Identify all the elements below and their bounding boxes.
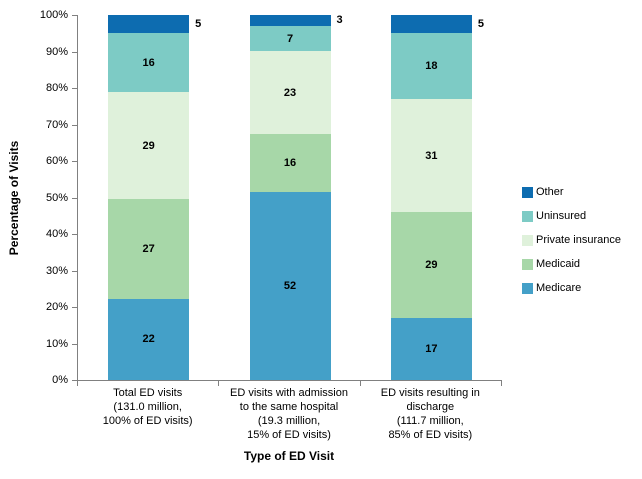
legend-label: Private insurance <box>536 234 621 246</box>
y-tick-label: 70% <box>45 118 68 131</box>
data-label-other: 5 <box>477 18 484 31</box>
legend-item-medicaid: Medicaid <box>522 252 621 276</box>
x-tick-mark <box>359 381 361 386</box>
data-label-uninsured: 16 <box>142 56 155 69</box>
x-category-label: ED visits resulting in discharge (111.7 … <box>360 386 501 442</box>
y-tick-mark <box>72 343 77 345</box>
legend-label: Medicaid <box>536 258 581 270</box>
y-tick-mark <box>72 197 77 199</box>
x-tick-mark <box>77 381 78 386</box>
legend-item-uninsured: Uninsured <box>522 204 621 228</box>
plot-area: 22 27 29 16 5 52 16 23 7 3 17 29 31 18 5 <box>77 14 502 381</box>
y-tick-label: 40% <box>45 228 68 240</box>
y-tick-mark <box>72 51 77 53</box>
legend-swatch-icon <box>522 234 533 246</box>
y-tick-label: 0% <box>52 374 68 386</box>
x-category-label-line: 15% of ED visits) <box>247 429 331 441</box>
data-label-medicaid: 29 <box>425 259 438 272</box>
data-label-medicaid: 16 <box>283 157 297 170</box>
y-tick-mark <box>72 124 77 126</box>
y-tick-mark <box>72 161 77 162</box>
legend-label: Other <box>536 186 564 198</box>
data-label-medicare: 17 <box>425 342 438 355</box>
y-tick-mark <box>72 15 77 16</box>
legend-swatch-icon <box>522 258 533 270</box>
x-category-label-line: 85% of ED visits) <box>388 429 473 441</box>
data-label-other: 5 <box>195 18 202 31</box>
y-axis-title: Percentage of Visits <box>7 140 21 256</box>
bar-segment-medicare: 22 <box>108 298 190 380</box>
bar-segment-uninsured: 16 <box>108 33 190 93</box>
bar-segment-medicare: 17 <box>390 317 472 380</box>
legend-swatch-icon <box>522 210 533 222</box>
legend-item-medicare: Medicare <box>522 276 621 300</box>
data-label-medicaid: 27 <box>142 243 155 256</box>
x-category-labels: Total ED visits (131.0 million, 100% of … <box>77 386 501 442</box>
bar-segment-medicaid: 27 <box>108 199 190 299</box>
bar-segment-private-insurance: 23 <box>249 51 331 135</box>
x-tick-mark <box>501 381 502 386</box>
bar-segment-uninsured: 7 <box>249 25 331 52</box>
bar-segment-private-insurance: 29 <box>108 92 190 200</box>
x-category-label: ED visits with admission to the same hos… <box>218 386 359 442</box>
y-tick-label: 100% <box>39 9 68 21</box>
legend-label: Medicare <box>536 282 582 294</box>
legend-label: Uninsured <box>536 210 587 222</box>
x-category-label-line: Total ED visits <box>113 387 183 399</box>
x-category-label-line: ED visits with admission <box>230 387 348 399</box>
legend-swatch-icon <box>522 186 533 198</box>
bar-segment-medicaid: 16 <box>249 134 331 193</box>
bar-segment-medicaid: 29 <box>390 212 472 318</box>
legend-swatch-icon <box>522 282 533 294</box>
x-category-label-line: to the same hospital <box>239 401 339 413</box>
legend: Other Uninsured Private insurance Medicaid M… <box>522 180 621 300</box>
y-tick-label: 50% <box>45 191 68 204</box>
data-label-other: 3 <box>336 14 343 27</box>
data-label-uninsured: 7 <box>286 32 294 45</box>
x-category-label-line: ED visits resulting in <box>380 387 480 399</box>
data-label-private-insurance: 23 <box>283 86 297 99</box>
y-tick-label: 20% <box>45 301 68 313</box>
y-tick-mark <box>72 88 77 89</box>
data-label-private-insurance: 31 <box>425 149 438 162</box>
y-tick-mark <box>72 380 77 381</box>
bar-segment-other: 5 <box>390 15 484 34</box>
x-category-label-line: (131.0 million, <box>113 401 182 413</box>
x-category-label-line: (19.3 million, <box>257 415 321 427</box>
stacked-bar-3: 17 29 31 18 5 <box>390 15 484 380</box>
stacked-bar-1: 22 27 29 16 5 <box>108 15 201 380</box>
y-tick-label: 60% <box>45 155 68 167</box>
x-category-label-line: discharge <box>406 401 455 413</box>
x-tick-mark <box>218 381 220 386</box>
y-tick-label: 80% <box>45 82 68 94</box>
bar-segment-other: 5 <box>108 15 201 34</box>
y-tick-mark <box>72 307 77 308</box>
data-label-uninsured: 18 <box>425 60 438 73</box>
y-tick-label: 90% <box>45 45 68 58</box>
bar-segment-other: 3 <box>249 14 343 26</box>
y-tick-label: 30% <box>45 264 68 277</box>
legend-item-other: Other <box>522 180 621 204</box>
bar-segment-uninsured: 18 <box>390 33 472 99</box>
x-axis-title: Type of ED Visit <box>243 449 335 463</box>
data-label-medicare: 52 <box>283 280 297 293</box>
x-category-label: Total ED visits (131.0 million, 100% of … <box>77 386 218 442</box>
y-tick-label: 10% <box>45 337 68 350</box>
data-label-private-insurance: 29 <box>142 139 155 152</box>
legend-item-private-insurance: Private insurance <box>522 228 621 252</box>
x-category-label-line: 100% of ED visits) <box>102 415 193 427</box>
data-label-medicare: 22 <box>142 333 155 346</box>
bar-segment-medicare: 52 <box>249 192 331 380</box>
x-category-label-line: (111.7 million, <box>396 415 464 427</box>
y-tick-mark <box>72 234 77 235</box>
stacked-bar-2: 52 16 23 7 3 <box>249 14 343 380</box>
bar-segment-private-insurance: 31 <box>390 98 472 213</box>
y-tick-mark <box>72 270 77 272</box>
